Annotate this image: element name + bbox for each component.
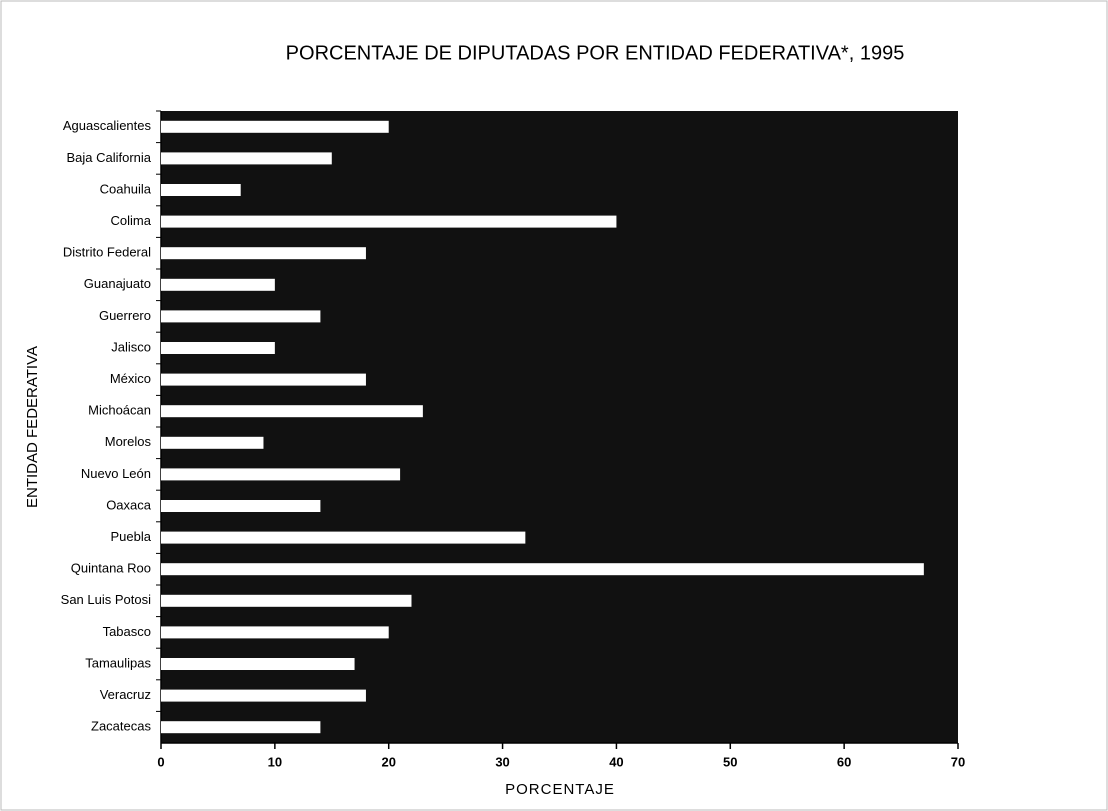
x-tick-label: 40 [609, 754, 623, 769]
x-tick-label: 10 [268, 754, 282, 769]
y-tick-label: Baja California [66, 150, 151, 165]
y-tick-label: Tabasco [103, 624, 151, 639]
y-tick-label: México [110, 371, 151, 386]
bar [161, 342, 275, 354]
bar [161, 247, 366, 260]
bar [161, 689, 366, 702]
y-tick-label: Guerrero [99, 308, 151, 323]
chart-title: PORCENTAJE DE DIPUTADAS POR ENTIDAD FEDE… [286, 42, 905, 64]
y-tick-label: San Luis Potosi [61, 592, 151, 607]
y-tick-label: Distrito Federal [63, 245, 151, 260]
bar [161, 215, 617, 228]
bar [161, 120, 389, 133]
x-tick-label: 50 [723, 754, 737, 769]
bar [161, 278, 275, 291]
x-tick-label: 0 [157, 754, 164, 769]
bar [161, 594, 412, 607]
y-tick-label: Tamaulipas [85, 655, 151, 670]
bar [161, 373, 366, 386]
y-tick-label: Veracruz [100, 687, 151, 702]
bar [161, 184, 241, 196]
x-tick-label: 30 [495, 754, 509, 769]
y-tick-label: Jalisco [111, 339, 151, 354]
y-tick-label: Nuevo León [81, 466, 151, 481]
x-tick-label: 60 [837, 754, 851, 769]
x-axis-label: PORCENTAJE [505, 781, 615, 798]
bar [161, 500, 321, 512]
y-tick-label: Quintana Roo [71, 561, 151, 576]
x-tick-label: 70 [951, 754, 965, 769]
y-tick-label: Morelos [105, 434, 152, 449]
y-tick-label: Oaxaca [106, 497, 152, 512]
y-tick-label: Zacatecas [91, 719, 151, 734]
bar [161, 152, 332, 165]
y-tick-label: Michoácan [88, 403, 151, 418]
x-tick-label: 20 [381, 754, 395, 769]
y-tick-label: Aguascalientes [63, 118, 152, 133]
bar [161, 405, 423, 418]
y-tick-label: Colima [111, 213, 152, 228]
bar [161, 563, 924, 576]
y-tick-label: Puebla [111, 529, 152, 544]
bar [161, 721, 321, 734]
y-axis-label: ENTIDAD FEDERATIVA [24, 346, 41, 508]
bar [161, 468, 401, 481]
plot-area [161, 111, 958, 743]
y-tick-label: Guanajuato [84, 276, 151, 291]
bar [161, 310, 321, 323]
bar [161, 531, 526, 544]
bar [161, 658, 355, 670]
bar [161, 436, 264, 449]
bar [161, 626, 389, 639]
y-tick-label: Coahuila [100, 181, 152, 196]
